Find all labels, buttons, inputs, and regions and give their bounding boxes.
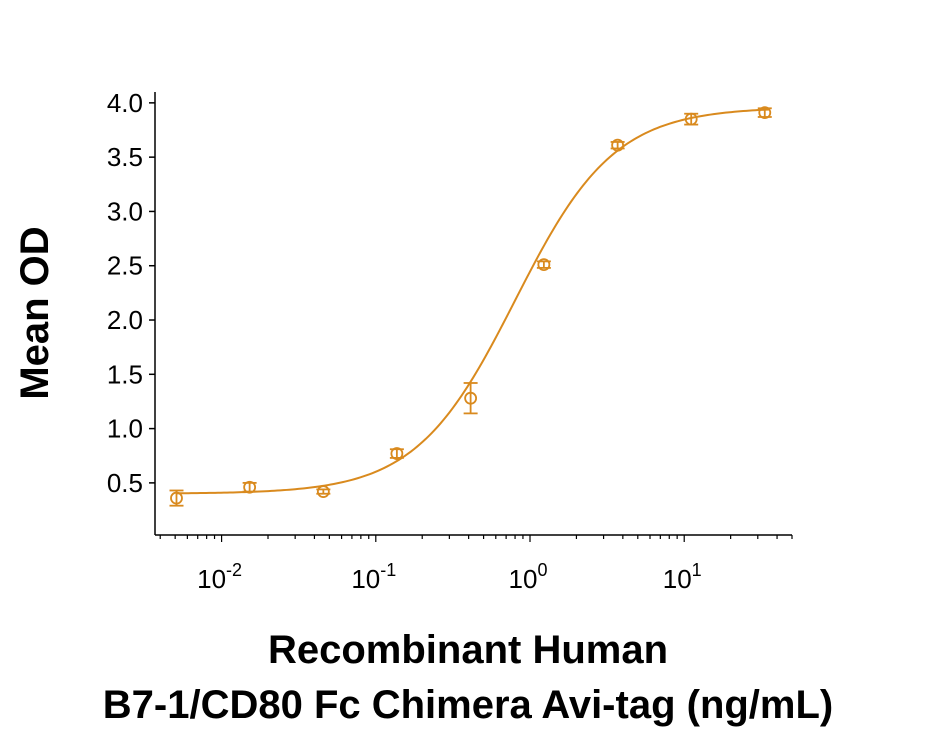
y-tick-label: 0.5	[107, 468, 143, 498]
point-marker	[758, 106, 772, 120]
data-point	[684, 112, 699, 126]
point-marker	[390, 447, 404, 460]
y-tick-label: 3.0	[107, 196, 143, 226]
point-marker	[243, 480, 257, 494]
point-marker	[611, 138, 625, 152]
data-points	[169, 106, 772, 507]
data-point	[169, 489, 184, 507]
x-axis-title-line1: Recombinant Human	[268, 628, 668, 672]
x-tick-label: 100	[509, 560, 548, 594]
y-tick-label: 3.5	[107, 142, 143, 172]
y-tick-label: 2.0	[107, 305, 143, 335]
y-tick-label: 2.5	[107, 251, 143, 281]
data-point	[316, 485, 331, 498]
x-tick-label: 101	[663, 560, 702, 594]
data-point	[389, 447, 404, 460]
data-point	[536, 258, 551, 272]
data-point	[757, 106, 772, 120]
point-marker	[684, 112, 698, 126]
y-axis-title: Mean OD	[13, 226, 57, 399]
point-marker	[464, 391, 478, 405]
x-tick-label: 10-2	[197, 560, 242, 594]
x-tick-label: 10-1	[351, 560, 396, 594]
point-marker	[537, 258, 551, 272]
y-tick-label: 1.5	[107, 359, 143, 389]
data-point	[242, 480, 257, 494]
data-point	[610, 138, 625, 152]
point-marker	[170, 491, 183, 505]
point-marker	[316, 485, 330, 498]
x-ticks: 10-2 10-1 100 101	[159, 535, 793, 594]
y-tick-label: 1.0	[107, 414, 143, 444]
x-axis-title-line2: B7-1/CD80 Fc Chimera Avi-tag (ng/mL)	[103, 683, 834, 727]
fit-curve	[176, 108, 771, 495]
axes	[154, 92, 792, 536]
y-tick-label: 4.0	[107, 88, 143, 118]
y-ticks: 0.5 1.0 1.5 2.0 2.5 3.0 3.5 4.0	[107, 88, 155, 498]
data-point	[463, 382, 478, 415]
plot-area	[169, 106, 772, 507]
